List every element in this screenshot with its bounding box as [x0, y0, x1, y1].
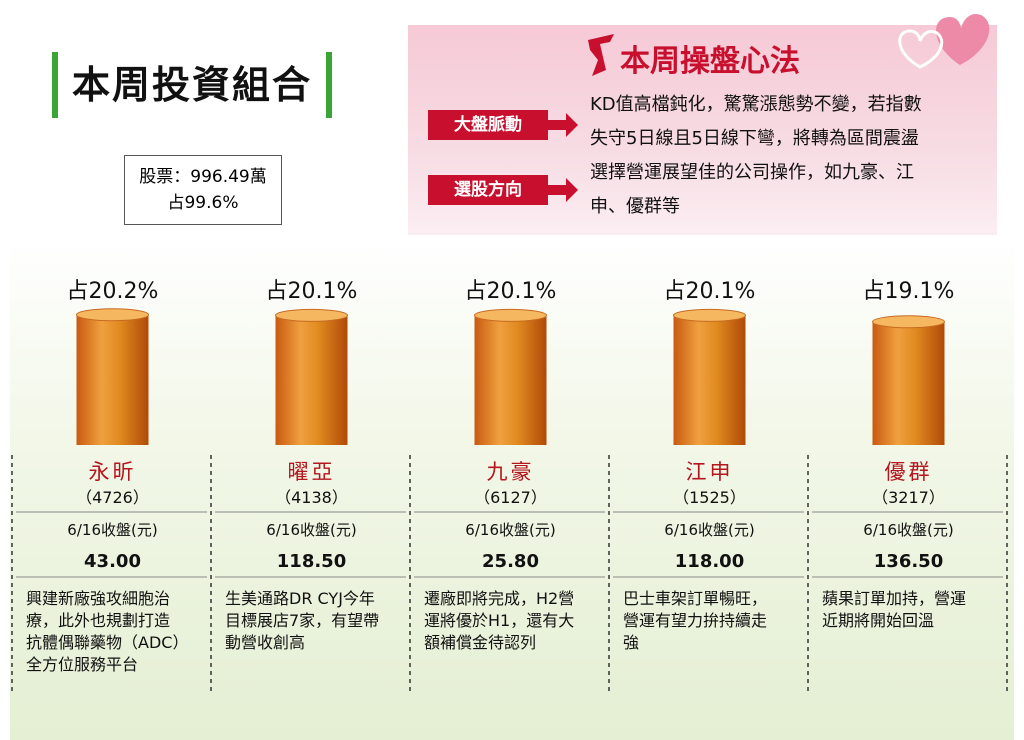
cylinder [474, 315, 547, 445]
share-label: 占20.1% [266, 279, 358, 304]
summary-box: 股票：996.49萬 占99.6% [124, 155, 282, 225]
cylinder-top [275, 308, 348, 322]
price: 25.80 [482, 551, 539, 572]
description-line: 動營收創高 [225, 633, 305, 652]
stock-code: （1525） [673, 488, 746, 507]
stock-name: 優群 [885, 460, 933, 484]
description-line: 目標展店7家，有望帶 [225, 611, 379, 630]
cylinder-top [673, 308, 746, 322]
strategy-tag: 大盤脈動 [428, 110, 548, 140]
price-label: 6/16收盤(元) [465, 521, 555, 539]
stock-code: （6127） [474, 488, 547, 507]
cylinder [275, 315, 348, 445]
description-line: 蘋果訂單加持，營運 [822, 589, 966, 608]
cylinder-top [474, 308, 547, 322]
page-title: 本周投資組合 [52, 52, 333, 118]
description-line: 運將優於H1，還有大 [424, 611, 574, 630]
price: 118.50 [277, 551, 346, 572]
share-label: 占20.1% [465, 279, 557, 304]
stock-name: 永昕 [89, 460, 137, 484]
text-line: 申、優群等 [590, 196, 680, 217]
description-line: 額補償金待認列 [424, 633, 536, 652]
stock-name: 九豪 [487, 460, 535, 484]
summary-line: 股票：996.49萬 [139, 167, 267, 187]
price-label: 6/16收盤(元) [67, 521, 157, 539]
share-label: 占19.1% [863, 279, 955, 304]
price-label: 6/16收盤(元) [863, 521, 953, 539]
stock-name: 曜亞 [288, 460, 336, 484]
hearts [898, 13, 990, 69]
cylinder-top [76, 308, 149, 322]
cylinder-top [872, 315, 945, 329]
strategy-text: KD值高檔鈍化，驚驚漲態勢不變，若指數 失守5日線且5日線下彎，將轉為區間震盪 … [590, 88, 922, 224]
cylinder [76, 314, 149, 445]
stock-name: 江申 [686, 460, 734, 484]
description-line: 全方位服務平台 [26, 655, 138, 674]
description-line: 遷廠即將完成，H2營 [424, 589, 574, 608]
share-label: 占20.1% [664, 279, 756, 304]
strategy-title: 本周操盤心法 [620, 44, 800, 79]
description-line: 巴士車架訂單暢旺， [623, 589, 767, 608]
description-line: 近期將開始回溫 [822, 611, 934, 630]
price: 43.00 [84, 551, 141, 572]
price-label: 6/16收盤(元) [664, 521, 754, 539]
description-line: 營運有望力拚持續走 [623, 611, 767, 630]
text-line: 失守5日線且5日線下彎，將轉為區間震盪 [590, 128, 919, 149]
cylinder [872, 321, 945, 445]
strategy-tag: 選股方向 [428, 175, 548, 205]
description-line: 抗體偶聯藥物（ADC） [26, 633, 188, 652]
price: 136.50 [874, 551, 943, 572]
description-line: 生美通路DR CYJ今年 [225, 589, 375, 608]
description-line: 興建新廠強攻細胞治 [26, 589, 170, 608]
logo-icon [588, 34, 614, 76]
arrows [548, 113, 578, 202]
text-line: 選擇營運展望佳的公司操作，如九豪、江 [590, 162, 914, 183]
price: 118.00 [675, 551, 744, 572]
description-line: 強 [623, 633, 639, 652]
stock-code: （4138） [275, 488, 348, 507]
description-line: 療，此外也規劃打造 [26, 611, 170, 630]
share-label: 占20.2% [67, 279, 159, 304]
stock-code: （4726） [76, 488, 149, 507]
price-label: 6/16收盤(元) [266, 521, 356, 539]
summary-line: 占99.6% [167, 193, 239, 213]
cylinder [673, 315, 746, 445]
stock-code: （3217） [872, 488, 945, 507]
text-line: KD值高檔鈍化，驚驚漲態勢不變，若指數 [590, 94, 922, 115]
